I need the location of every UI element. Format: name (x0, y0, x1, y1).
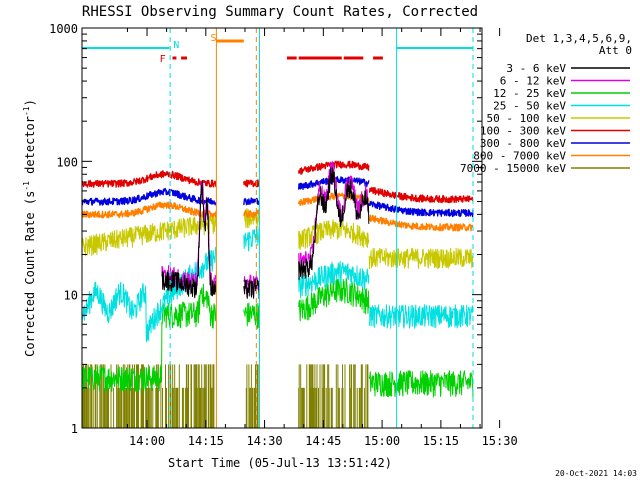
legend-label-300-800-kev: 300 - 800 keV (480, 137, 566, 150)
y-axis-label: Corrected Count Rate (s-1 detector-1) (22, 99, 37, 357)
y-tick-label: 100 (56, 155, 78, 169)
flag-s-label: S (211, 33, 217, 44)
series-50-100-kev-line (81, 208, 474, 270)
y-label-part-2: detector (23, 116, 37, 181)
chart-title: RHESSI Observing Summary Count Rates, Co… (82, 4, 478, 20)
x-axis-label: Start Time (05-Jul-13 13:51:42) (168, 456, 392, 470)
x-tick-label: 14:15 (188, 434, 224, 448)
y-label-sup-1: -1 (22, 181, 31, 191)
flag-n-label: N (173, 40, 179, 51)
legend-label-800-7000-kev: 800 - 7000 keV (473, 150, 566, 163)
timestamp: 20-Oct-2021 14:03 (555, 469, 637, 478)
y-label-part-3: ) (23, 99, 37, 106)
legend-label-7000-15000-kev: 7000 - 15000 keV (460, 162, 566, 175)
x-tick-label: 14:00 (129, 434, 165, 448)
x-tick-label: 14:30 (247, 434, 283, 448)
x-tick-label: 15:30 (482, 434, 518, 448)
y-tick-label: 1 (71, 422, 78, 436)
y-tick-label: 10 (64, 289, 78, 303)
legend-label-3-6-kev: 3 - 6 keV (506, 62, 566, 75)
y-label-part-1: Corrected Count Rate (s (23, 191, 37, 357)
legend-label-100-300-kev: 100 - 300 keV (480, 125, 566, 138)
legend-header-line-1: Det 1,3,4,5,6,9, (526, 32, 632, 45)
plot-frame (81, 27, 483, 429)
x-tick-label: 14:45 (305, 434, 341, 448)
series-3-6-kev-line (161, 167, 370, 300)
legend-label-6-12-kev: 6 - 12 keV (500, 75, 567, 88)
flag-f-label: F (160, 54, 166, 65)
legend-label-25-50-kev: 25 - 50 keV (493, 100, 566, 113)
y-label-sup-2: -1 (22, 106, 31, 116)
data-layer: N S F (81, 28, 474, 428)
y-tick-label: 1000 (49, 22, 78, 36)
legend-label-50-100-kev: 50 - 100 keV (487, 112, 567, 125)
x-tick-label: 15:15 (423, 434, 459, 448)
axes-layer (81, 27, 483, 429)
legend-label-12-25-kev: 12 - 25 keV (493, 87, 566, 100)
x-tick-label: 15:00 (364, 434, 400, 448)
series-12-25-kev-line (81, 277, 474, 398)
series-800-7000-kev-line (81, 192, 474, 232)
ticks-layer: 1 10 100 1000 14:00 14:15 14:30 14:45 15:00 15:15… (49, 22, 518, 448)
legend-header-line-2: Att 0 (599, 44, 632, 57)
